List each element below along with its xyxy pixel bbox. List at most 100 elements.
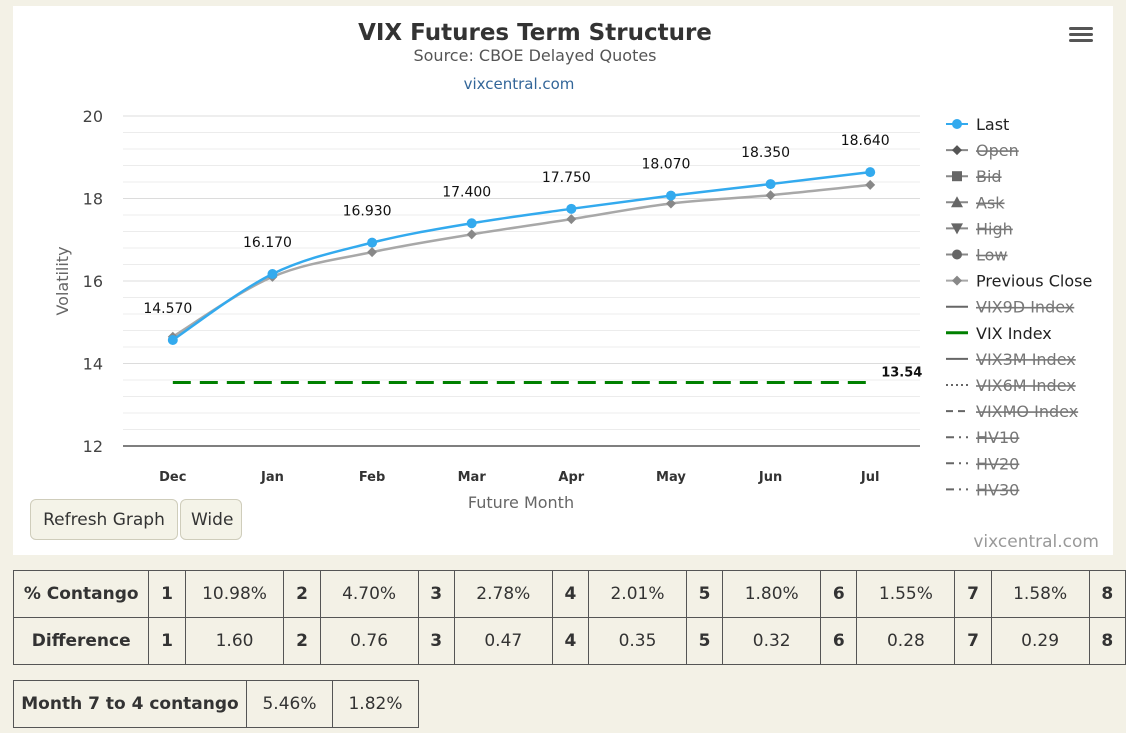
- last-data-label: 18.350: [741, 145, 790, 161]
- month-index-cell: 6: [820, 617, 858, 665]
- month-index-cell: 4: [551, 617, 590, 665]
- y-tick-label: 12: [83, 437, 103, 456]
- chart-link: vixcentral.com: [464, 75, 575, 93]
- value-cell: 4.70%: [319, 570, 419, 618]
- legend-item-label[interactable]: Low: [976, 246, 1008, 265]
- legend-item-label[interactable]: VIX9D Index: [976, 298, 1074, 317]
- last-point: [167, 334, 178, 345]
- month-index-cell: 8: [1088, 570, 1126, 618]
- y-tick-label: 16: [83, 272, 103, 291]
- last-point: [865, 167, 876, 178]
- value-cell: 2.01%: [588, 570, 687, 618]
- value-cell: 10.98%: [184, 570, 285, 618]
- value-cell: 1.58%: [990, 570, 1090, 618]
- month-index-cell: 1: [148, 617, 186, 665]
- legend-triangle-down-icon: [951, 223, 963, 235]
- month-index-cell: 5: [685, 570, 724, 618]
- value-cell: 1.80%: [722, 570, 822, 618]
- last-data-label: 18.640: [841, 133, 890, 149]
- legend-diamond-icon: [952, 145, 962, 156]
- month-index-cell: 2: [283, 617, 321, 665]
- chart-panel: VIX Futures Term Structure Source: CBOE D…: [13, 6, 1113, 555]
- legend-item-label[interactable]: VIX Index: [976, 324, 1052, 343]
- legend-diamond-icon: [952, 275, 962, 286]
- x-tick-label: Mar: [458, 470, 487, 485]
- previous-close-point: [466, 229, 477, 240]
- legend-triangle-icon: [951, 196, 963, 208]
- previous-close-point: [865, 179, 876, 190]
- chart-credit[interactable]: vixcentral.com: [973, 532, 1099, 552]
- legend-item-label[interactable]: HV10: [976, 428, 1019, 447]
- value-cell: 2.78%: [453, 570, 553, 618]
- month-index-cell: 7: [954, 570, 992, 618]
- last-data-label: 16.170: [243, 235, 292, 251]
- refresh-graph-button[interactable]: Refresh Graph: [30, 499, 178, 540]
- summary-value: 5.46%: [246, 680, 333, 728]
- x-tick-label: Feb: [359, 470, 385, 485]
- legend-item-label[interactable]: VIXMO Index: [976, 402, 1078, 421]
- legend-circle-icon: [952, 119, 962, 129]
- legend-item-label[interactable]: VIX3M Index: [976, 350, 1076, 369]
- chart-subtitle: Source: CBOE Delayed Quotes: [413, 46, 656, 65]
- last-point: [566, 203, 577, 214]
- summary-label: Month 7 to 4 contango: [13, 680, 247, 728]
- legend-item-label[interactable]: Ask: [976, 193, 1005, 212]
- chart-menu-icon[interactable]: [1069, 24, 1093, 46]
- summary-row: Month 7 to 4 contango 5.46% 1.82%: [13, 680, 419, 728]
- x-tick-label: May: [656, 470, 686, 485]
- last-point: [367, 237, 378, 248]
- y-tick-label: 18: [83, 190, 103, 209]
- month-index-cell: 7: [954, 617, 992, 665]
- month-index-cell: 2: [283, 570, 321, 618]
- value-cell: 1.55%: [856, 570, 956, 618]
- x-axis-title: Future Month: [468, 493, 574, 512]
- month-index-cell: 4: [551, 570, 590, 618]
- legend-item-label[interactable]: Bid: [976, 167, 1002, 186]
- legend-item-label[interactable]: VIX6M Index: [976, 376, 1076, 395]
- legend-item-label[interactable]: High: [976, 219, 1013, 238]
- previous-close-point: [665, 198, 676, 209]
- legend-item-label[interactable]: Last: [976, 115, 1009, 134]
- chart-title: VIX Futures Term Structure: [358, 20, 712, 46]
- table-row: Difference 1 1.60 2 0.76 3 0.47 4 0.35 5 0.32 6 0.28…: [12, 617, 1126, 665]
- x-tick-label: Jul: [860, 470, 880, 485]
- value-cell: 0.28: [856, 617, 956, 665]
- y-tick-label: 20: [83, 107, 103, 126]
- legend-circle-icon: [952, 249, 962, 260]
- value-cell: 0.29: [990, 617, 1090, 665]
- legend-item-label[interactable]: HV20: [976, 454, 1019, 473]
- month-index-cell: 6: [820, 570, 858, 618]
- last-point: [466, 218, 477, 229]
- legend-item-label[interactable]: HV30: [976, 480, 1019, 499]
- x-tick-label: Dec: [159, 470, 186, 485]
- y-tick-label: 14: [83, 355, 103, 374]
- previous-close-line: [172, 183, 871, 338]
- last-point: [665, 190, 676, 201]
- x-tick-label: Apr: [558, 470, 584, 485]
- value-cell: 0.76: [319, 617, 419, 665]
- last-point: [267, 268, 278, 279]
- month-index-cell: 8: [1088, 617, 1126, 665]
- value-cell: 0.32: [722, 617, 822, 665]
- wide-button[interactable]: Wide: [180, 499, 242, 540]
- summary-value: 1.82%: [332, 680, 419, 728]
- vix-index-label: 13.54: [881, 365, 922, 380]
- value-cell: 0.47: [453, 617, 553, 665]
- contango-table: % Contango 1 10.98% 2 4.70% 3 2.78% 4 2.01% 5 1.80…: [12, 570, 1126, 665]
- legend-item-label[interactable]: Open: [976, 141, 1019, 160]
- last-data-label: 16.930: [343, 204, 392, 220]
- value-cell: 0.35: [588, 617, 687, 665]
- last-line: [172, 170, 871, 342]
- last-data-label: 17.400: [442, 184, 491, 200]
- month-index-cell: 3: [417, 570, 455, 618]
- y-axis-title: Volatility: [53, 246, 72, 315]
- legend-item-label[interactable]: Previous Close: [976, 272, 1092, 291]
- last-data-label: 14.570: [143, 301, 192, 317]
- summary-table: Month 7 to 4 contango 5.46% 1.82%: [13, 680, 419, 728]
- month-index-cell: 3: [417, 617, 455, 665]
- x-tick-label: Jan: [260, 470, 284, 485]
- previous-close-point: [765, 190, 776, 201]
- month-index-cell: 5: [685, 617, 724, 665]
- row-header: Difference: [12, 617, 150, 665]
